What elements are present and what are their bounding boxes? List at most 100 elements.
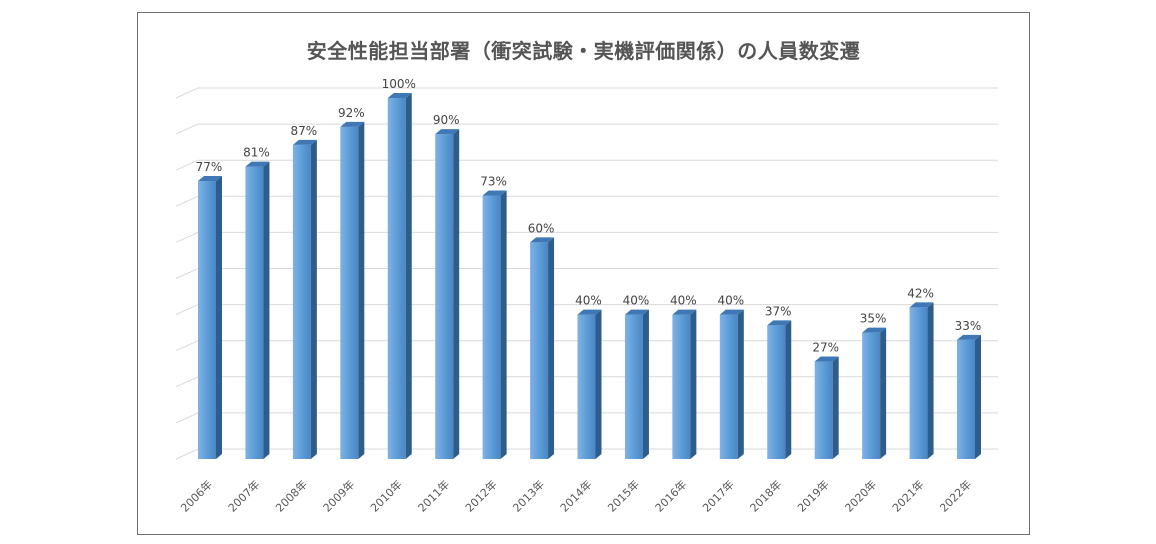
data-label: 100%	[382, 77, 416, 91]
bar-top	[577, 309, 602, 315]
bar	[909, 302, 934, 459]
gridline	[175, 159, 998, 171]
x-tick-label: 2007年	[225, 477, 262, 514]
bar-front	[909, 307, 928, 459]
x-tick-label: 2022年	[937, 477, 974, 514]
x-tick-label: 2009年	[320, 477, 357, 514]
bar-side	[785, 320, 792, 459]
x-tick-label: 2014年	[557, 477, 594, 514]
bar-side	[358, 121, 365, 459]
bar-top	[719, 309, 744, 315]
chart-frame: 安全性能担当部署（衝突試験・実機評価関係）の人員数変遷 77% 81% 87% 92%…	[137, 12, 1030, 535]
bar-top	[814, 356, 839, 362]
bar-top	[767, 320, 792, 326]
bar	[862, 327, 887, 459]
bar-top	[435, 129, 460, 135]
bar-side	[832, 356, 839, 459]
data-label: 40%	[717, 294, 744, 308]
bar-top	[909, 302, 934, 308]
bar-front	[767, 325, 786, 459]
bar-front	[719, 314, 738, 459]
bar-front	[435, 134, 454, 459]
bar-front	[814, 361, 833, 459]
data-label: 87%	[291, 124, 318, 138]
x-tick-label: 2015年	[605, 477, 642, 514]
bar-side	[405, 93, 412, 459]
bar	[530, 237, 555, 459]
x-tick-label: 2013年	[510, 477, 547, 514]
data-label: 35%	[860, 312, 887, 326]
bar-top	[624, 309, 649, 315]
bar-front	[482, 195, 501, 459]
x-tick-label: 2017年	[699, 477, 736, 514]
bar-top	[198, 176, 222, 182]
data-label: 92%	[338, 106, 365, 120]
bar-side	[216, 176, 222, 459]
bar	[387, 93, 412, 459]
data-label: 27%	[812, 341, 839, 355]
bar-top	[530, 237, 555, 243]
data-label: 40%	[670, 294, 697, 308]
bar-top	[957, 334, 981, 340]
bar-top	[340, 121, 365, 127]
bar	[577, 309, 602, 459]
bar-side	[975, 334, 981, 459]
data-label: 37%	[765, 304, 792, 318]
x-axis-tick-labels: 2006年 2007年 2008年 2009年 2010年 2011年 2012年 2013年…	[178, 477, 974, 514]
bar	[292, 139, 317, 459]
bar-front	[957, 339, 975, 459]
x-tick-label: 2018年	[747, 477, 784, 514]
bar-chart-plot: 77% 81% 87% 92% 100% 90% 73% 60% 40% 40% 40% 40% 37%…	[175, 77, 998, 515]
x-tick-label: 2006年	[178, 477, 215, 514]
bar-top	[862, 327, 887, 333]
bar	[957, 334, 981, 459]
bar	[719, 309, 744, 459]
bar-side	[500, 190, 507, 459]
data-label: 77%	[196, 160, 223, 174]
bar-front	[245, 166, 264, 459]
bar-side	[880, 327, 887, 459]
x-tick-label: 2020年	[842, 477, 879, 514]
bar-front	[198, 181, 216, 459]
data-label: 40%	[575, 294, 602, 308]
bar-side	[263, 161, 270, 459]
bar-front	[672, 314, 691, 459]
bar	[435, 129, 460, 459]
bar-side	[737, 309, 744, 459]
data-labels: 77% 81% 87% 92% 100% 90% 73% 60% 40% 40% 40% 40% 37%…	[196, 77, 982, 355]
bar-side	[595, 309, 602, 459]
x-tick-label: 2016年	[652, 477, 689, 514]
bar-front	[862, 332, 881, 459]
bar-front	[624, 314, 643, 459]
bar-top	[672, 309, 697, 315]
gridline	[175, 87, 998, 99]
data-label: 40%	[623, 294, 650, 308]
bar	[482, 190, 507, 459]
data-label: 73%	[480, 174, 507, 188]
bar-side	[453, 129, 460, 459]
bar-front	[387, 98, 406, 459]
gridline	[175, 123, 998, 135]
bar-front	[292, 144, 311, 459]
bar-side	[690, 309, 697, 459]
bar-top	[292, 139, 317, 145]
data-label: 33%	[955, 319, 982, 333]
x-tick-label: 2021年	[889, 477, 926, 514]
bar-front	[530, 242, 549, 459]
data-label: 42%	[907, 286, 934, 300]
bar-top	[387, 93, 412, 98]
bar	[672, 309, 697, 459]
x-tick-label: 2008年	[273, 477, 310, 514]
bar	[340, 121, 365, 459]
data-label: 90%	[433, 113, 460, 127]
bar	[767, 320, 792, 459]
data-label: 81%	[243, 146, 270, 160]
bar-side	[310, 139, 317, 459]
bar	[624, 309, 649, 459]
bar	[814, 356, 839, 459]
bar	[198, 176, 222, 459]
bar-front	[577, 314, 596, 459]
bar-top	[482, 190, 507, 196]
x-tick-label: 2012年	[462, 477, 499, 514]
x-tick-label: 2019年	[794, 477, 831, 514]
